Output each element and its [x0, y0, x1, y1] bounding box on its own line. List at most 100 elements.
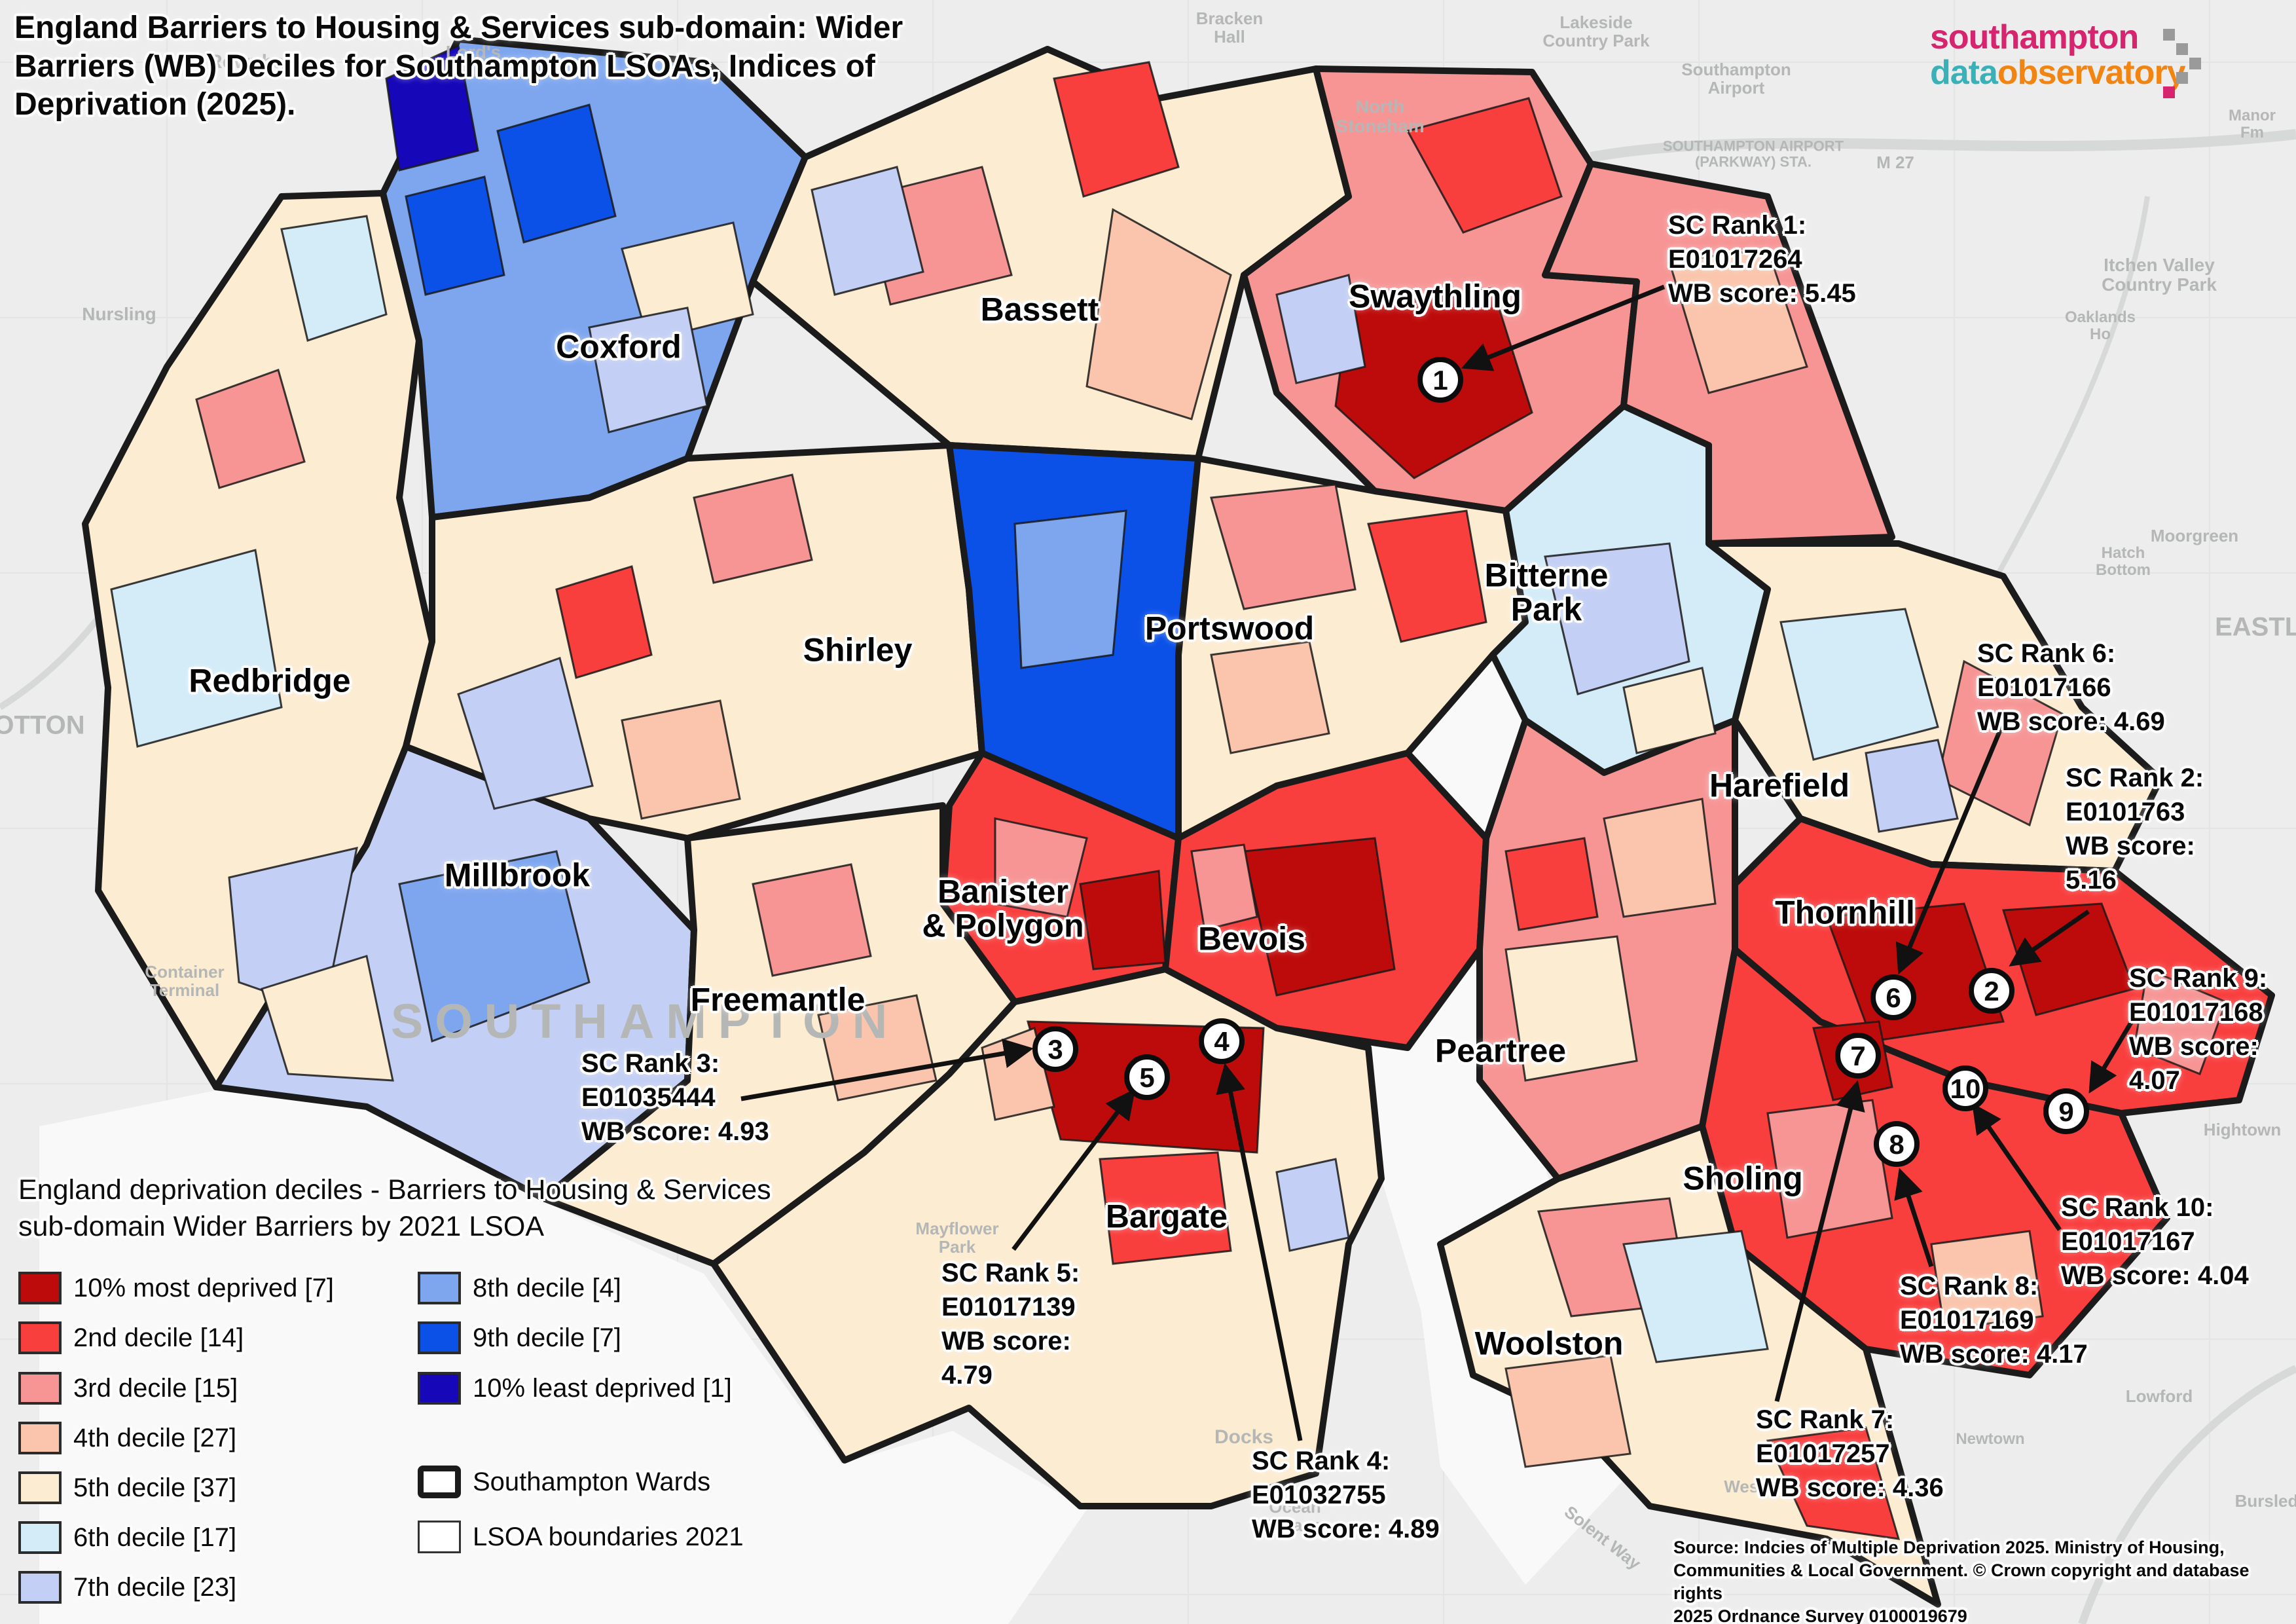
map-title: England Barriers to Housing & Services s… [14, 9, 903, 124]
lsoa-patch [1243, 837, 1396, 997]
ward-label: Harefield [1709, 767, 1850, 804]
legend-color-swatch-icon [18, 1372, 62, 1405]
basemap-label: Moorgreen [2150, 525, 2239, 545]
callout-line: E01017139 [941, 1293, 1076, 1321]
lsoa-patch [1085, 208, 1232, 420]
callout-line: E01035444 [581, 1083, 716, 1112]
lsoa-patch [555, 565, 653, 679]
callout-rank-4: SC Rank 4: E01032755 WB score: 4.89 [1252, 1444, 1440, 1546]
lsoa-patch [457, 657, 594, 810]
lsoa-patch [1190, 843, 1258, 931]
rank-marker-8: 8 [1874, 1121, 1920, 1167]
legend-item-label: 8th decile [4] [473, 1273, 621, 1302]
legend-color-swatch-icon [18, 1422, 62, 1454]
leader-line-rank-9 [2088, 1020, 2134, 1094]
callout-rank-9: SC Rank 9: E01017168 WB score: 4.07 [2129, 961, 2267, 1098]
road-line [1994, 196, 2150, 578]
callout-rank-1: SC Rank 1: E01017264 WB score: 5.45 [1668, 208, 1856, 310]
leader-line-rank-3 [740, 1039, 1034, 1101]
lsoa-patch [1504, 935, 1638, 1082]
lsoa-patch [1504, 837, 1599, 931]
rank-marker-number: 4 [1214, 1026, 1230, 1057]
callout-line: SC Rank 2: [2066, 764, 2204, 792]
callout-rank-7: SC Rank 7: E01017257 WB score: 4.36 [1756, 1403, 1944, 1505]
basemap-label: Southampton Airport [1681, 59, 1791, 98]
lsoa-patch [1367, 509, 1487, 643]
lsoa-patch [1504, 1354, 1631, 1468]
legend-item-label: 9th decile [7] [473, 1323, 621, 1352]
lsoa-patch [994, 817, 1088, 918]
basemap-label: Nursling [82, 303, 156, 324]
legend-item: 4th decile [27] [18, 1422, 236, 1454]
legend-item: 9th decile [7] [418, 1321, 621, 1354]
callout-line: E01017168 [2129, 998, 2263, 1027]
ward-label: Portswood [1144, 610, 1315, 647]
legend-boundary-swatch-icon [418, 1466, 461, 1498]
lsoa-patch [1622, 667, 1717, 754]
lsoa-patch [195, 369, 306, 489]
logo-line-1: southampton [1930, 20, 2185, 55]
callout-line: SC Rank 7: [1756, 1405, 1895, 1434]
basemap-label: Lord's Wood [445, 41, 501, 82]
lsoa-patch [1544, 542, 1690, 695]
legend-item-label: 3rd decile [15] [73, 1373, 238, 1403]
lsoa-patch [1779, 608, 1939, 761]
basemap-label: Ocean Village [1267, 1496, 1322, 1535]
basemap-label: Bracken Hall [1195, 8, 1264, 46]
callout-line: WB score: 5.45 [1668, 279, 1856, 308]
lsoa-patch [621, 221, 754, 342]
legend-color-swatch-icon [18, 1471, 62, 1504]
rank-marker-number: 10 [1950, 1073, 1981, 1104]
lsoa-patch [1603, 798, 1717, 918]
callout-line: WB score: 4.04 [2061, 1261, 2249, 1290]
callout-line: WB score: [2129, 1032, 2259, 1061]
lsoa-patch [496, 103, 617, 244]
callout-line: SC Rank 9: [2129, 964, 2268, 993]
basemap-label: M 27 [1876, 152, 1914, 172]
ward-label: Redbridge [189, 662, 351, 699]
rank-marker-circle [1124, 1054, 1170, 1100]
legend-item: 8th decile [4] [418, 1272, 621, 1304]
callout-rank-2: SC Rank 2: E0101763 WB score: 5.16 [2066, 761, 2204, 897]
ward-label: Bargate [1105, 1198, 1228, 1235]
leader-line-rank-6 [1895, 724, 2005, 975]
rank-marker-circle [1417, 357, 1463, 403]
basemap-label: Manor Fm [2229, 107, 2276, 141]
rank-marker-number: 6 [1886, 982, 1901, 1013]
callout-line: WB score: 4.17 [1900, 1340, 2088, 1369]
road-line [1590, 129, 2296, 162]
rank-marker-number: 5 [1139, 1062, 1154, 1093]
lsoa-patch [1865, 739, 1959, 833]
legend-item: LSOA boundaries 2021 [418, 1521, 744, 1553]
leader-line-rank-5 [1011, 1088, 1136, 1251]
source-attribution: Source: Indcies of Multiple Deprivation … [1673, 1536, 2296, 1624]
rank-marker-9: 9 [2043, 1088, 2089, 1134]
callout-line: E01017257 [1756, 1439, 1890, 1468]
basemap-label: Docks [1214, 1426, 1274, 1448]
callout-line: SC Rank 10: [2061, 1193, 2214, 1222]
rank-marker-circle [1032, 1026, 1078, 1072]
basemap-label: Lowford [2125, 1386, 2193, 1406]
map-title-line: England Barriers to Housing & Services s… [14, 10, 903, 45]
lsoa-patch [385, 44, 479, 172]
rank-marker-circle [1942, 1065, 1988, 1111]
legend-item-label: 5th decile [37] [73, 1473, 237, 1502]
legend-item: 7th decile [23] [18, 1571, 236, 1604]
callout-line: SC Rank 8: [1900, 1272, 2039, 1301]
callout-rank-6: SC Rank 6: E01017166 WB score: 4.69 [1977, 637, 2165, 739]
leader-line-rank-8 [1894, 1168, 1934, 1268]
ward-label: Peartree [1434, 1032, 1567, 1069]
logo-word-southampton: southampton [1930, 18, 2139, 56]
rank-marker-number: 8 [1889, 1129, 1904, 1160]
legend-color-swatch-icon [418, 1272, 461, 1304]
road-line [2078, 1365, 2296, 1624]
callout-line: SC Rank 6: [1977, 639, 2116, 668]
source-line: 2025 Ordnance Survey 0100019679 [1673, 1606, 1967, 1624]
callout-rank-3: SC Rank 3: E01035444 WB score: 4.93 [581, 1046, 769, 1149]
map-title-line: Barriers (WB) Deciles for Southampton LS… [14, 48, 875, 84]
lsoa-patch [1937, 659, 2064, 827]
callout-rank-10: SC Rank 10: E01017167 WB score: 4.04 [2061, 1190, 2249, 1293]
lsoa-patch [1099, 1151, 1232, 1265]
callout-line: E01017264 [1668, 245, 1802, 274]
